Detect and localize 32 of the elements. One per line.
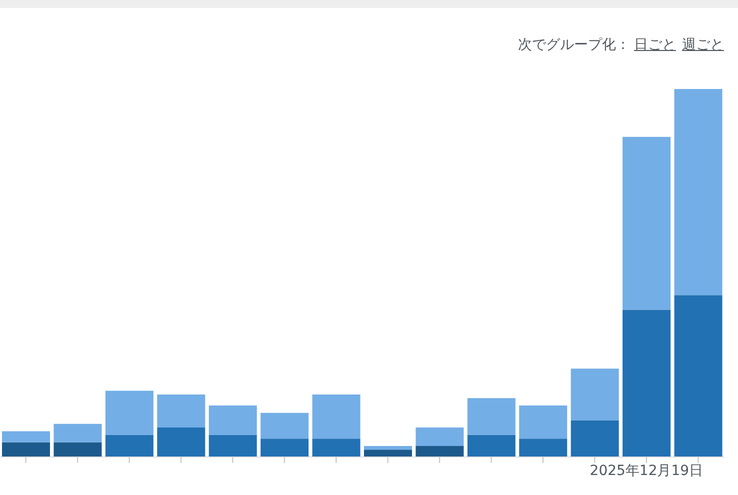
bar <box>260 438 309 457</box>
bar <box>208 434 257 457</box>
text: 次でグループ化： <box>518 37 630 53</box>
bar <box>364 446 412 450</box>
bar <box>312 394 360 439</box>
bar <box>467 398 516 435</box>
bar <box>364 450 412 457</box>
bar <box>416 446 464 457</box>
text: 週ごと <box>682 37 724 53</box>
bar <box>105 390 154 435</box>
bar <box>312 438 360 457</box>
bar <box>570 420 619 457</box>
text: 日ごと <box>634 37 676 53</box>
bar <box>416 428 464 446</box>
bar <box>105 434 154 457</box>
bar <box>208 405 257 435</box>
bar <box>54 424 102 442</box>
bar <box>2 431 50 442</box>
bar <box>570 368 619 420</box>
bar <box>54 442 102 457</box>
bar <box>674 295 722 457</box>
bar <box>622 136 671 310</box>
bar <box>260 412 309 439</box>
bar <box>622 310 671 457</box>
bar <box>674 89 722 296</box>
x-tick-label: 2025年12月19日 <box>590 462 704 479</box>
bar <box>519 405 568 439</box>
bar <box>519 438 568 457</box>
bar <box>2 442 50 457</box>
bar <box>467 434 516 457</box>
bar <box>157 428 206 457</box>
bar <box>157 394 206 428</box>
